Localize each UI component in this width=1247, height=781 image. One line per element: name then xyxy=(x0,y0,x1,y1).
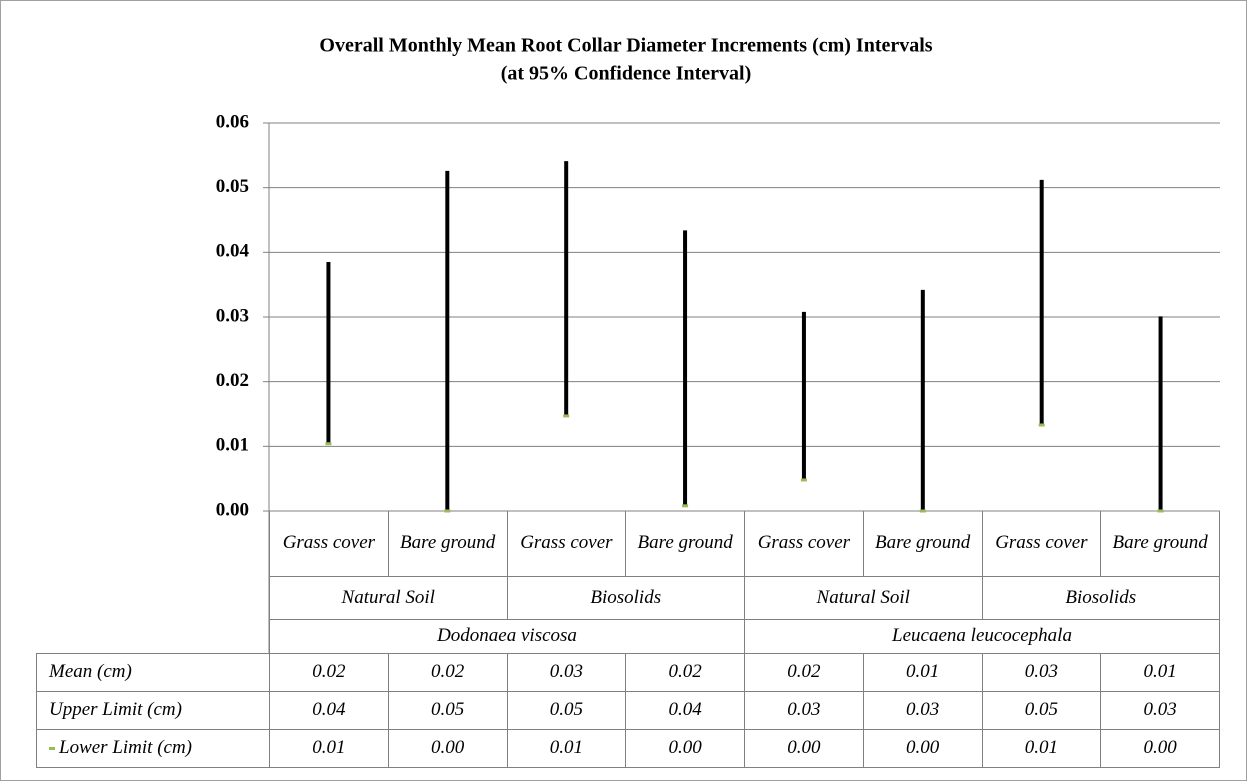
y-tick-label: 0.06 xyxy=(216,111,249,132)
y-tick-label: 0.02 xyxy=(216,370,249,391)
category-label: Grass cover xyxy=(269,511,389,577)
data-label: 0.02 xyxy=(625,652,745,692)
legend-label: Mean (cm) xyxy=(49,661,132,682)
data-label: 0.02 xyxy=(744,652,864,692)
group-label: Biosolids xyxy=(506,575,745,620)
category-label: Grass cover xyxy=(744,511,864,577)
data-label: 0.05 xyxy=(506,690,627,730)
data-label: 0.01 xyxy=(1100,652,1220,692)
legend-label: Upper Limit (cm) xyxy=(49,699,182,720)
y-tick-label: 0.04 xyxy=(216,241,250,262)
category-label: Bare ground xyxy=(387,511,508,577)
group-label: Natural Soil xyxy=(744,575,983,620)
category-label: Bare ground xyxy=(862,511,983,577)
data-label: 0.01 xyxy=(981,728,1102,768)
legend-entry: Lower Limit (cm) xyxy=(36,728,270,768)
data-label: 0.02 xyxy=(269,652,389,692)
data-label: 0.03 xyxy=(1100,690,1220,730)
data-label: 0.01 xyxy=(269,728,389,768)
data-label: 0.02 xyxy=(387,652,508,692)
chart-subtitle: (at 95% Confidence Interval) xyxy=(501,63,752,85)
data-label: 0.03 xyxy=(981,652,1102,692)
category-label: Bare ground xyxy=(625,511,745,577)
chart-title: Overall Monthly Mean Root Collar Diamete… xyxy=(319,35,932,57)
category-label: Grass cover xyxy=(981,511,1102,577)
y-tick-label: 0.03 xyxy=(216,305,249,326)
data-label: 0.03 xyxy=(862,690,983,730)
data-label: 0.00 xyxy=(1100,728,1220,768)
data-label: 0.05 xyxy=(387,690,508,730)
category-label: Grass cover xyxy=(506,511,627,577)
legend-entry: Mean (cm) xyxy=(36,652,270,692)
data-label: 0.01 xyxy=(506,728,627,768)
species-label: Leucaena leucocephala xyxy=(744,618,1220,654)
legend-label: Lower Limit (cm) xyxy=(59,737,192,758)
legend-entry: Upper Limit (cm) xyxy=(36,690,270,730)
data-label: 0.01 xyxy=(862,652,983,692)
data-label: 0.04 xyxy=(625,690,745,730)
group-label: Natural Soil xyxy=(269,575,508,620)
data-label: 0.04 xyxy=(269,690,389,730)
data-label: 0.05 xyxy=(981,690,1102,730)
data-label: 0.00 xyxy=(625,728,745,768)
species-label: Dodonaea viscosa xyxy=(269,618,745,654)
data-table: Grass cover Bare ground Grass cover Bare gr… xyxy=(36,511,1220,768)
data-label: 0.03 xyxy=(506,652,627,692)
data-label: 0.00 xyxy=(862,728,983,768)
y-tick-label: 0.01 xyxy=(216,435,249,456)
y-tick-label: 0.05 xyxy=(216,176,249,197)
category-label: Bare ground xyxy=(1100,511,1220,577)
legend-key xyxy=(49,747,55,751)
data-label: 0.03 xyxy=(744,690,864,730)
data-label: 0.00 xyxy=(744,728,864,768)
data-label: 0.00 xyxy=(387,728,508,768)
group-label: Biosolids xyxy=(981,575,1220,620)
